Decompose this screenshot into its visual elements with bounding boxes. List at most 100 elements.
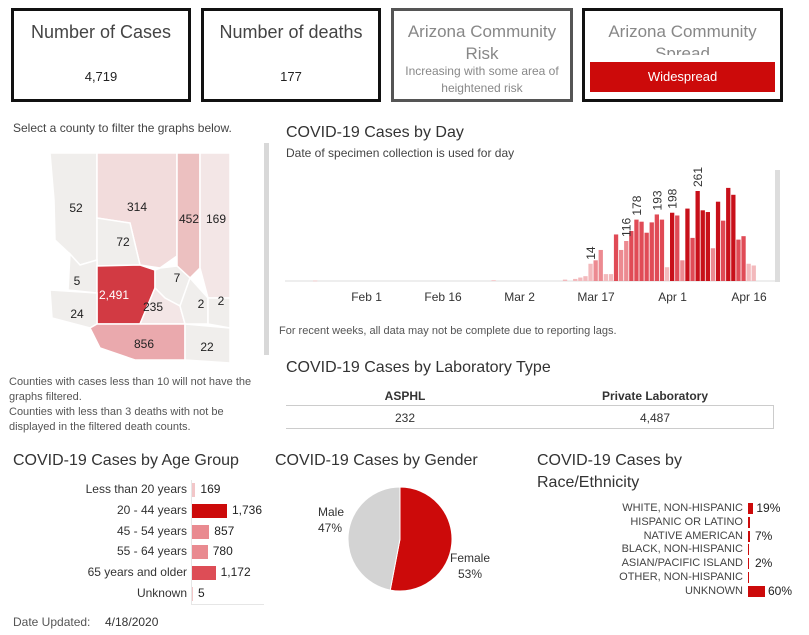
day-bar[interactable] [588, 263, 593, 281]
day-bar[interactable] [608, 274, 614, 281]
pie-slice-male[interactable] [347, 486, 401, 591]
gender-male-label: Male [318, 505, 345, 519]
county-label-cochise: 22 [200, 340, 214, 354]
day-bar[interactable] [583, 276, 588, 281]
age-bar[interactable] [192, 524, 210, 539]
race-bar[interactable] [748, 585, 765, 597]
day-bar[interactable] [613, 234, 619, 281]
race-bar-value: 19% [756, 501, 781, 515]
map-scrollbar[interactable] [264, 143, 269, 355]
county-label-graham: 2 [198, 297, 205, 311]
day-bar[interactable] [634, 219, 639, 281]
day-bar[interactable] [664, 267, 670, 281]
day-bar[interactable] [710, 248, 716, 281]
race-bar[interactable] [748, 558, 749, 570]
day-bar[interactable] [619, 249, 624, 281]
kpi-deaths-value: 177 [280, 69, 302, 84]
day-bar[interactable] [313, 280, 318, 282]
day-bar[interactable] [573, 278, 578, 281]
day-bar[interactable] [721, 220, 726, 281]
age-bar[interactable] [192, 503, 227, 518]
race-bar[interactable] [748, 530, 750, 542]
lab-col-private: Private Laboratory [601, 389, 709, 403]
kpi-risk-card: Arizona Community Risk Increasing with s… [391, 8, 573, 102]
county-map[interactable]: 52 314 452 169 72 5 2,491 7 24 235 2 2 8… [40, 148, 240, 368]
race-row-label: BLACK, NON-HISPANIC [621, 543, 743, 556]
kpi-deaths-card: Number of deaths 177 [201, 8, 381, 102]
day-bar[interactable] [695, 191, 700, 281]
map-instruction: Select a county to filter the graphs bel… [13, 121, 232, 135]
race-bar-value: 60% [768, 583, 793, 598]
race-bar[interactable] [748, 544, 749, 556]
county-label-maricopa: 2,491 [99, 288, 129, 302]
day-bar[interactable] [751, 265, 756, 281]
day-bar[interactable] [715, 201, 721, 281]
kpi-cases-value: 4,719 [84, 69, 118, 84]
day-bar[interactable] [578, 277, 583, 281]
age-bar-value: 1,736 [232, 502, 263, 517]
race-row-label: HISPANIC OR LATINO [630, 515, 743, 528]
cases-by-day-scrollbar[interactable] [775, 170, 780, 282]
day-bar[interactable] [598, 249, 603, 281]
race-bar[interactable] [748, 572, 749, 583]
day-bar[interactable] [644, 232, 649, 281]
county-label-navajo: 452 [179, 212, 199, 226]
race-bar[interactable] [748, 503, 754, 514]
age-chart[interactable]: Less than 20 years 169 20 - 44 years 1,736 4… [0, 478, 270, 608]
day-bar[interactable] [562, 279, 568, 281]
day-bar[interactable] [603, 274, 608, 281]
county-cochise[interactable] [184, 323, 231, 364]
day-axis-tick: Feb 16 [424, 290, 462, 304]
age-bar-value: 5 [198, 586, 205, 600]
date-updated-value: 4/18/2020 [105, 615, 159, 629]
day-bar[interactable] [491, 280, 496, 281]
gender-pie-chart[interactable] [340, 484, 460, 604]
day-bar[interactable] [726, 187, 731, 281]
day-bar[interactable] [629, 231, 634, 281]
day-bar[interactable] [700, 210, 705, 281]
day-bar-label: 116 [620, 218, 634, 237]
day-bar[interactable] [680, 260, 685, 281]
day-bar[interactable] [675, 215, 680, 281]
race-bar[interactable] [748, 516, 750, 528]
lab-title: COVID-19 Cases by Laboratory Type [286, 359, 551, 376]
age-bar[interactable] [192, 566, 216, 581]
cases-by-day-title: COVID-19 Cases by Day [286, 124, 464, 141]
kpi-deaths-title: Number of deaths [219, 22, 363, 42]
race-row-label: ASIAN/PACIFIC ISLAND [621, 557, 743, 570]
day-bar[interactable] [639, 221, 644, 281]
county-label-mohave: 52 [69, 201, 83, 215]
day-bar[interactable] [654, 214, 659, 281]
race-bar-value: 7% [755, 528, 773, 543]
day-bar[interactable] [705, 212, 710, 281]
race-row-label: NATIVE AMERICAN [643, 529, 743, 542]
age-row-label: 55 - 64 years [116, 544, 187, 559]
day-bar[interactable] [649, 222, 654, 281]
day-bar[interactable] [624, 241, 629, 281]
age-bottom-line [191, 604, 264, 605]
age-bar-value: 1,172 [220, 565, 251, 580]
pie-slice-female[interactable] [389, 486, 453, 592]
day-bar[interactable] [659, 219, 665, 281]
age-bar[interactable] [192, 483, 196, 497]
cases-by-day-chart[interactable]: 14 116 178 193 198 261 Feb 1 Feb 16 Mar 2 Mar 17… [280, 165, 780, 310]
age-bar[interactable] [192, 545, 208, 560]
race-row-label: WHITE, NON-HISPANIC [622, 502, 743, 514]
day-bar[interactable] [670, 212, 675, 281]
day-bar[interactable] [690, 237, 695, 281]
day-axis-tick: Apr 1 [658, 290, 687, 304]
county-label-yavapai: 72 [116, 235, 130, 249]
day-bar[interactable] [685, 208, 690, 281]
day-bar[interactable] [746, 263, 751, 281]
day-bar[interactable] [736, 239, 741, 281]
day-bar[interactable] [593, 260, 598, 281]
age-bar[interactable] [192, 587, 193, 601]
day-bar[interactable] [741, 236, 746, 281]
race-chart[interactable]: WHITE, NON-HISPANIC 19% HISPANIC OR LATINO… [555, 501, 793, 602]
age-row-label: Less than 20 years [85, 482, 187, 496]
kpi-cases-title: Number of Cases [30, 22, 172, 42]
county-navajo[interactable] [176, 152, 201, 280]
day-bar[interactable] [731, 194, 736, 281]
lab-row [286, 405, 774, 429]
kpi-spread-card: Arizona Community Spread Widespread [582, 8, 783, 102]
